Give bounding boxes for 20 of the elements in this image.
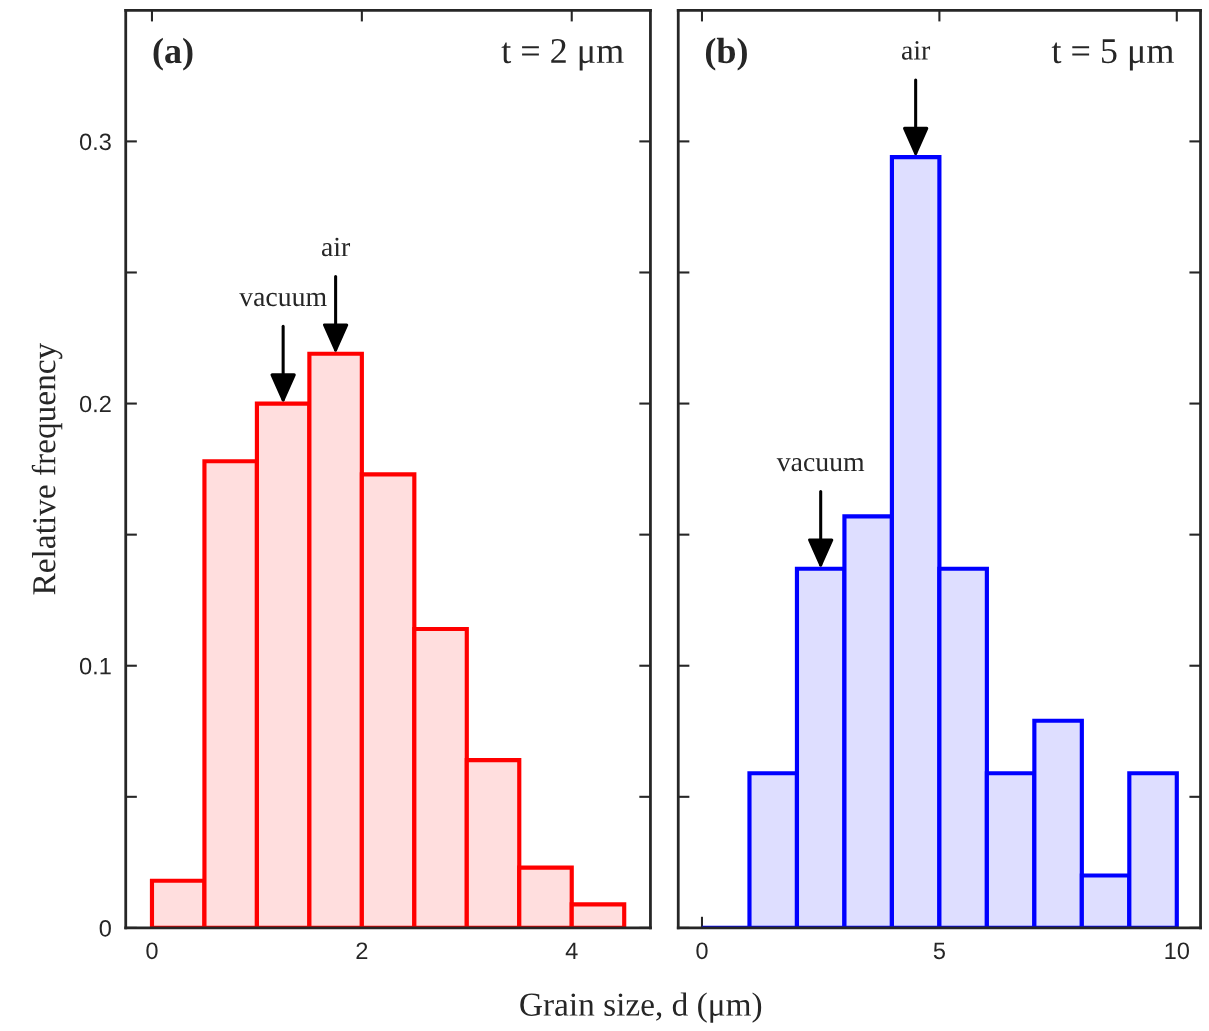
annotation: (a)	[153, 37, 193, 71]
x-tick-label: 4	[565, 942, 578, 959]
x-tick-label: 5	[933, 942, 945, 960]
x-tick-label: 0	[696, 942, 708, 960]
annotation: t = 2 μm	[501, 38, 624, 71]
annotation: air	[901, 41, 931, 60]
y-tick-label: 0	[99, 919, 111, 937]
y-tick-label: 0.1	[79, 657, 111, 675]
annotation: vacuum	[239, 292, 327, 307]
y-tick-label: 0.3	[79, 133, 111, 151]
annotation: air	[321, 237, 351, 257]
x-tick-label: 0	[146, 942, 158, 960]
x-tick-label: 2	[356, 942, 368, 959]
y-axis-title: Relative frequency	[31, 342, 63, 595]
annotation: vacuum	[776, 457, 865, 472]
annotation: t = 5 μm	[1051, 39, 1174, 71]
x-axis-title: Grain size, d (μm)	[520, 992, 762, 1023]
y-tick-label: 0.2	[79, 395, 111, 413]
x-tick-label: 10	[1165, 942, 1190, 960]
annotation: (b)	[705, 37, 747, 71]
